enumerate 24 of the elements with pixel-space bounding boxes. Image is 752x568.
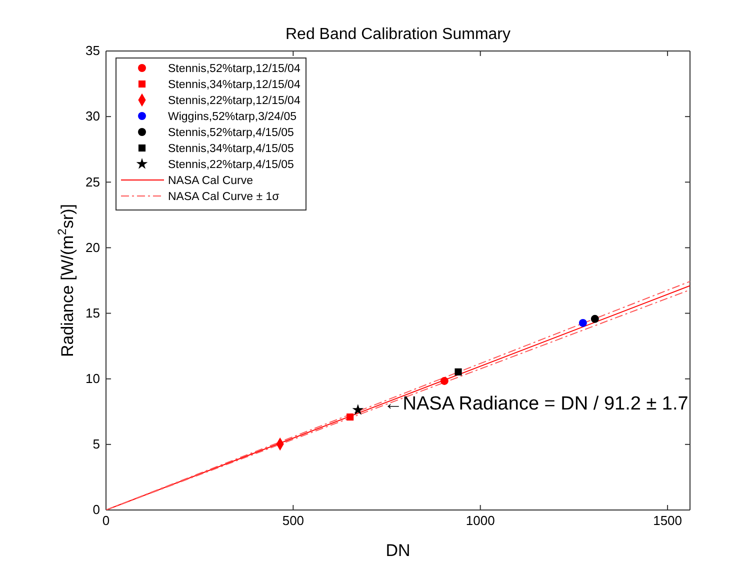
legend-label: Stennis,22%tarp,12/15/04 (168, 95, 301, 108)
x-axis-title: DN (386, 541, 410, 560)
y-tick-label: 10 (86, 371, 100, 386)
legend-label: Stennis,52%tarp,4/15/05 (168, 127, 294, 140)
legend-label: Stennis,22%tarp,4/15/05 (168, 159, 294, 172)
x-tick-label: 1000 (466, 513, 495, 528)
legend-label: NASA Cal Curve (168, 175, 254, 188)
y-tick-label: 30 (86, 108, 100, 124)
chart-title: Red Band Calibration Summary (286, 26, 510, 43)
y-tick-label: 20 (86, 240, 100, 255)
y-tick-label: 25 (86, 174, 100, 190)
y-tick-label: 0 (92, 502, 100, 518)
x-tick-label: 500 (282, 513, 304, 528)
x-tick-label: 1500 (653, 513, 682, 528)
legend-label: Stennis,34%tarp,12/15/04 (168, 79, 301, 92)
legend-label: Stennis,52%tarp,12/15/04 (168, 63, 301, 76)
y-tick-label: 5 (92, 436, 100, 452)
y-tick-label: 35 (86, 43, 100, 58)
legend-label: Wiggins,52%tarp,3/24/05 (168, 111, 296, 124)
legend-label: NASA Cal Curve ± 1σ (168, 191, 280, 204)
x-tick-label: 0 (102, 513, 110, 528)
y-tick-label: 15 (86, 305, 100, 320)
annotation: ←NASA Radiance = DN / 91.2 ± 1.7 (384, 394, 688, 415)
legend-label: Stennis,34%tarp,4/15/05 (168, 143, 294, 156)
